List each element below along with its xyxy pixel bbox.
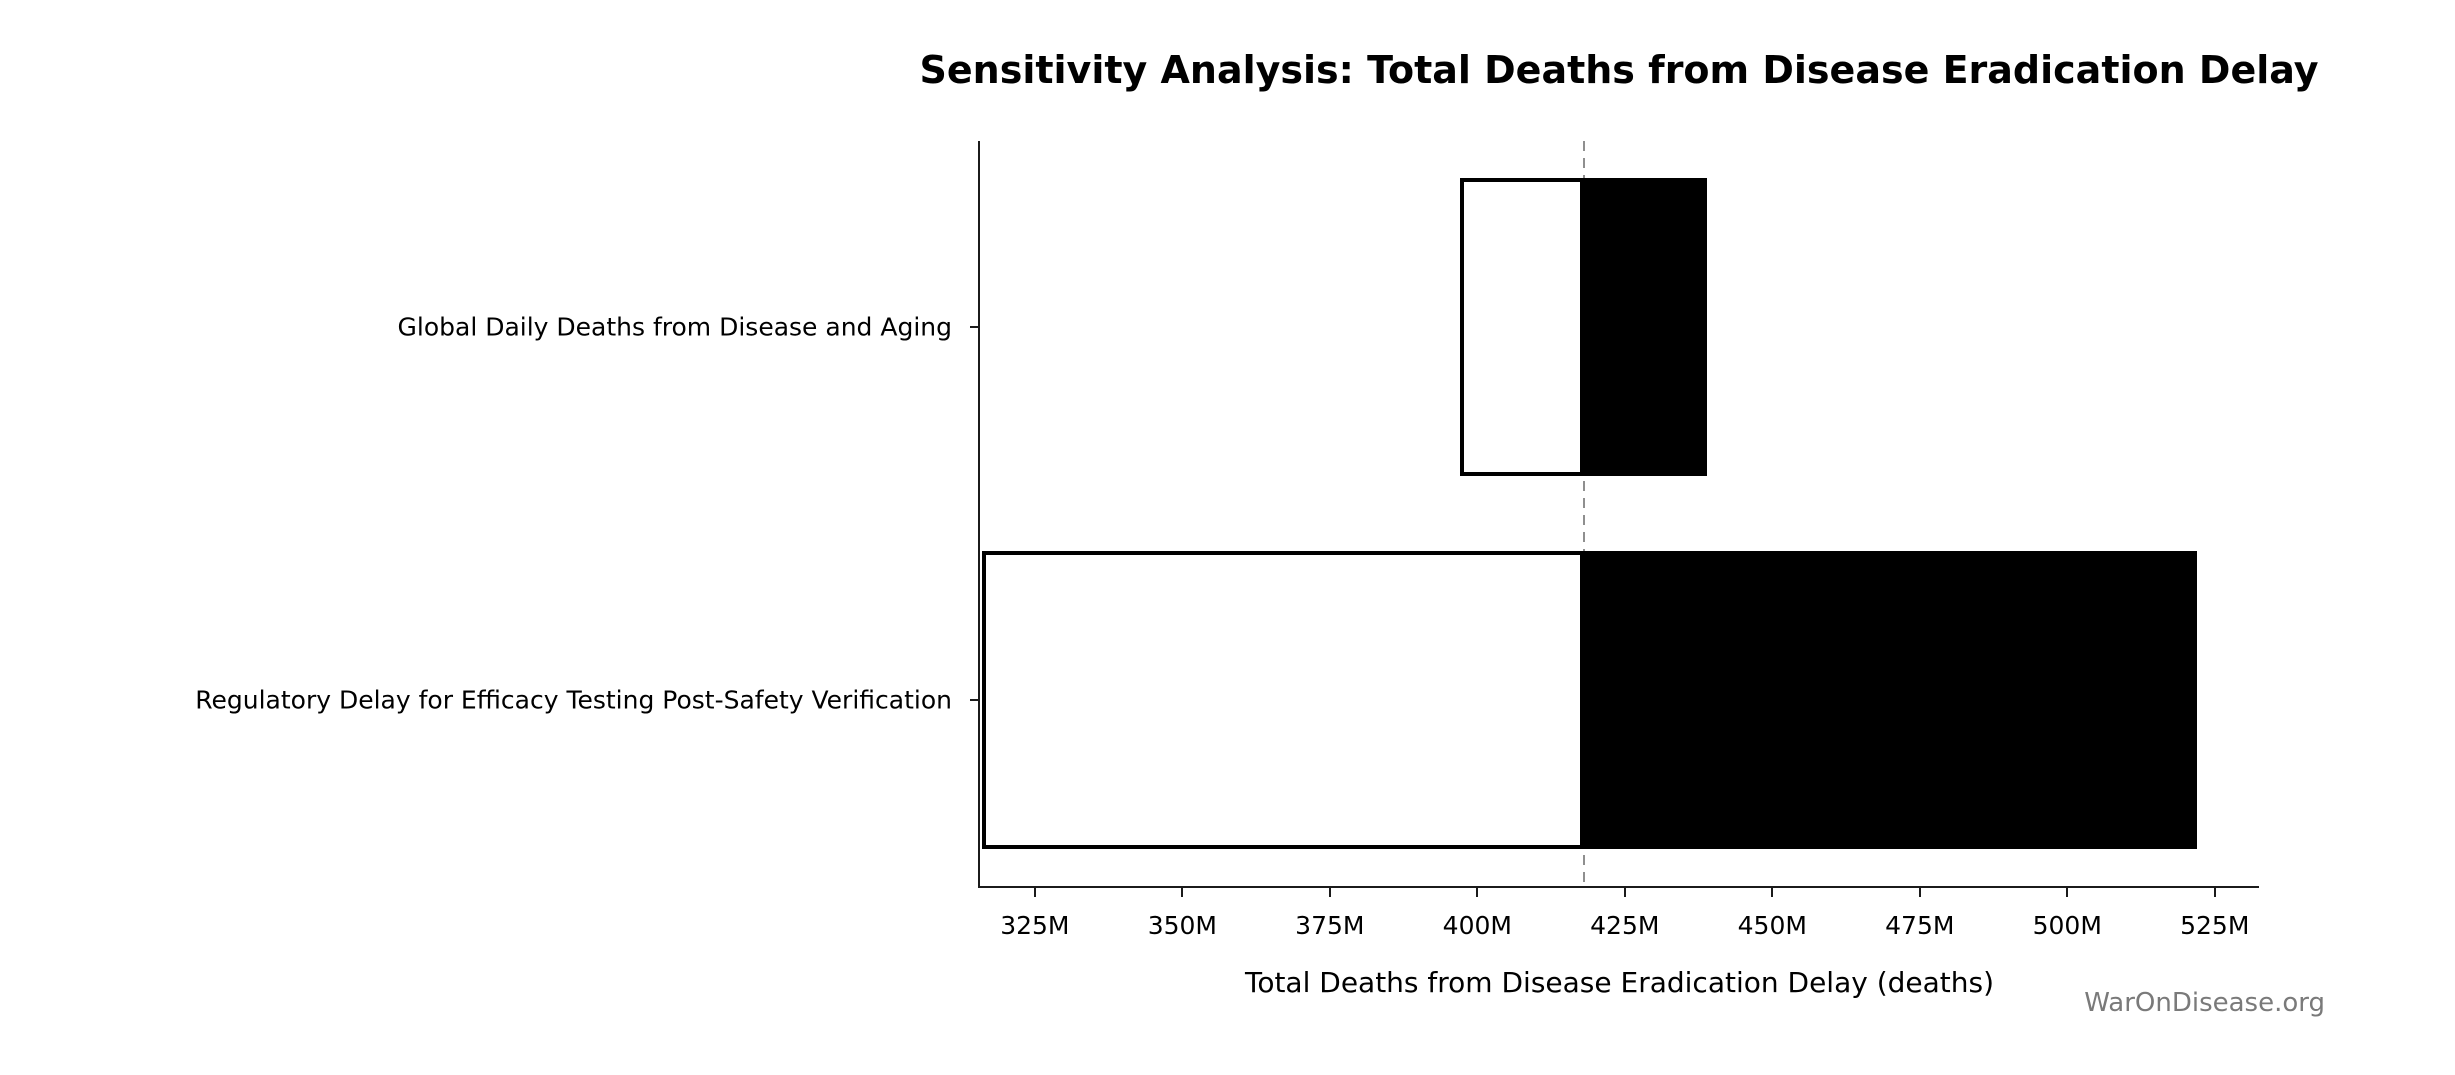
tornado-bar-high-segment — [1583, 178, 1708, 477]
y-axis-tick — [970, 326, 978, 329]
x-axis-tick — [1328, 888, 1331, 897]
x-axis-tick-label: 500M — [2032, 911, 2102, 940]
category-label: Global Daily Deaths from Disease and Agi… — [397, 312, 952, 342]
baseline-dashed-line — [1582, 141, 1585, 886]
category-label: Regulatory Delay for Efficacy Testing Po… — [195, 685, 952, 715]
x-axis-tick — [1623, 888, 1626, 897]
x-axis-tick-label: 450M — [1737, 911, 1807, 940]
x-axis-tick — [1033, 888, 1036, 897]
x-axis-tick — [2213, 888, 2216, 897]
tornado-bar-low-segment — [1459, 178, 1584, 477]
x-axis-tick — [1918, 888, 1921, 897]
plot-area: Global Daily Deaths from Disease and Agi… — [195, 141, 2259, 940]
x-axis-tick — [1476, 888, 1479, 897]
y-axis-tick — [970, 698, 978, 701]
chart-title: Sensitivity Analysis: Total Deaths from … — [919, 48, 2319, 92]
x-axis-tick-label: 375M — [1295, 911, 1365, 940]
tornado-bar-high-segment — [1583, 550, 2198, 849]
x-axis-tick-label: 350M — [1147, 911, 1217, 940]
x-axis-tick-label: 475M — [1885, 911, 1955, 940]
x-axis-label: Total Deaths from Disease Eradication De… — [1244, 966, 1995, 999]
x-axis-tick — [1771, 888, 1774, 897]
x-axis-tick-label: 400M — [1442, 911, 1512, 940]
tornado-bar-low-segment — [981, 550, 1584, 849]
x-axis-tick-label: 425M — [1590, 911, 1660, 940]
x-axis-tick — [2066, 888, 2069, 897]
watermark-text: WarOnDisease.org — [2084, 988, 2325, 1018]
x-axis-tick — [1181, 888, 1184, 897]
x-axis-tick-label: 325M — [1000, 911, 1070, 940]
x-axis-tick-label: 525M — [2180, 911, 2250, 940]
